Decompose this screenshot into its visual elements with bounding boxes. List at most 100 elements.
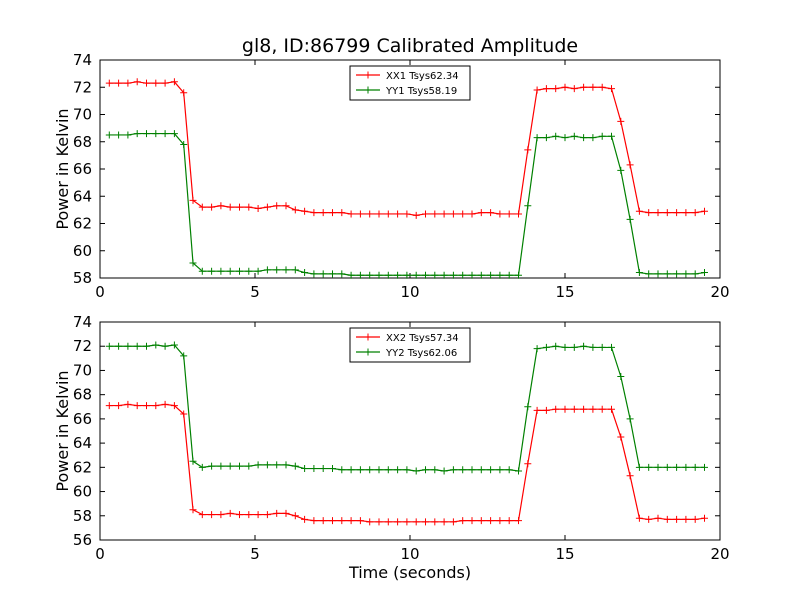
data-point bbox=[505, 271, 513, 279]
data-point bbox=[431, 518, 439, 526]
data-point bbox=[580, 405, 588, 413]
data-point bbox=[608, 405, 615, 413]
data-point bbox=[198, 203, 206, 211]
data-point bbox=[580, 83, 588, 91]
data-point bbox=[431, 210, 439, 218]
data-point bbox=[133, 402, 141, 410]
data-point bbox=[282, 461, 290, 469]
data-point bbox=[152, 341, 160, 349]
y-tick-label: 66 bbox=[73, 160, 92, 178]
data-point bbox=[403, 271, 411, 279]
y-tick-label: 68 bbox=[73, 133, 92, 151]
data-point bbox=[198, 267, 206, 275]
legend-label: YY2 Tsys62.06 bbox=[385, 348, 457, 359]
data-point bbox=[161, 130, 169, 138]
y-tick-label: 74 bbox=[73, 313, 92, 331]
data-point bbox=[626, 472, 634, 480]
data-point bbox=[626, 415, 634, 423]
data-point bbox=[180, 140, 188, 148]
data-point bbox=[487, 466, 495, 474]
data-point bbox=[347, 210, 355, 218]
data-point bbox=[422, 466, 429, 474]
data-point bbox=[533, 134, 541, 142]
data-point bbox=[533, 345, 541, 353]
data-point bbox=[524, 460, 532, 468]
data-point bbox=[412, 271, 420, 279]
data-point bbox=[273, 202, 281, 210]
x-tick-label: 10 bbox=[400, 545, 419, 563]
data-point bbox=[282, 509, 290, 517]
data-point bbox=[691, 515, 699, 523]
data-point bbox=[682, 515, 690, 523]
data-point bbox=[319, 517, 327, 525]
data-point bbox=[217, 202, 225, 210]
data-point bbox=[477, 466, 485, 474]
data-point bbox=[180, 352, 188, 360]
x-tick-label: 0 bbox=[95, 545, 105, 563]
y-tick-label: 60 bbox=[73, 242, 92, 260]
data-point bbox=[263, 461, 271, 469]
data-point bbox=[152, 130, 160, 138]
data-point bbox=[645, 270, 653, 278]
data-point bbox=[635, 463, 643, 471]
data-point bbox=[431, 271, 439, 279]
data-point bbox=[608, 85, 615, 93]
data-point bbox=[468, 466, 476, 474]
data-point bbox=[487, 209, 495, 217]
data-point bbox=[487, 271, 495, 279]
data-point bbox=[143, 130, 150, 138]
data-point bbox=[505, 466, 513, 474]
data-point bbox=[105, 342, 113, 350]
data-point bbox=[496, 466, 504, 474]
chart-title: gl8, ID:86799 Calibrated Amplitude bbox=[242, 35, 578, 57]
data-point bbox=[356, 210, 364, 218]
legend bbox=[349, 327, 471, 363]
data-point bbox=[440, 271, 448, 279]
data-point bbox=[459, 210, 467, 218]
data-point bbox=[635, 207, 643, 215]
data-point bbox=[505, 517, 513, 525]
data-point bbox=[468, 271, 476, 279]
data-point bbox=[282, 202, 290, 210]
data-point bbox=[301, 207, 309, 215]
data-point bbox=[394, 466, 402, 474]
data-point bbox=[477, 209, 485, 217]
data-point bbox=[589, 134, 597, 142]
data-point bbox=[329, 517, 336, 525]
legend-marker bbox=[364, 86, 372, 94]
y-tick-label: 70 bbox=[73, 361, 92, 379]
y-tick-label: 64 bbox=[73, 187, 92, 205]
legend-marker bbox=[364, 71, 372, 79]
x-tick-label: 0 bbox=[95, 283, 105, 301]
data-point bbox=[217, 462, 225, 470]
data-point bbox=[598, 343, 606, 351]
data-point bbox=[431, 466, 439, 474]
data-point bbox=[254, 267, 262, 275]
data-point bbox=[403, 518, 411, 526]
data-point bbox=[552, 342, 560, 350]
data-point bbox=[208, 462, 216, 470]
data-point bbox=[310, 465, 318, 473]
data-point bbox=[449, 210, 457, 218]
data-point bbox=[542, 343, 550, 351]
y-tick-label: 56 bbox=[73, 531, 92, 549]
data-point bbox=[291, 512, 299, 520]
data-point bbox=[580, 134, 588, 142]
data-point bbox=[663, 515, 671, 523]
data-point bbox=[198, 511, 206, 519]
data-point bbox=[561, 134, 569, 142]
x-tick-label: 15 bbox=[555, 545, 574, 563]
data-point bbox=[291, 266, 299, 274]
data-point bbox=[245, 462, 253, 470]
data-point bbox=[542, 85, 550, 93]
data-point bbox=[663, 463, 671, 471]
data-point bbox=[654, 270, 662, 278]
data-point bbox=[170, 78, 178, 86]
data-point bbox=[477, 517, 485, 525]
data-point bbox=[422, 518, 429, 526]
data-point bbox=[440, 210, 448, 218]
data-point bbox=[347, 466, 355, 474]
data-point bbox=[282, 266, 290, 274]
data-point bbox=[645, 515, 653, 523]
